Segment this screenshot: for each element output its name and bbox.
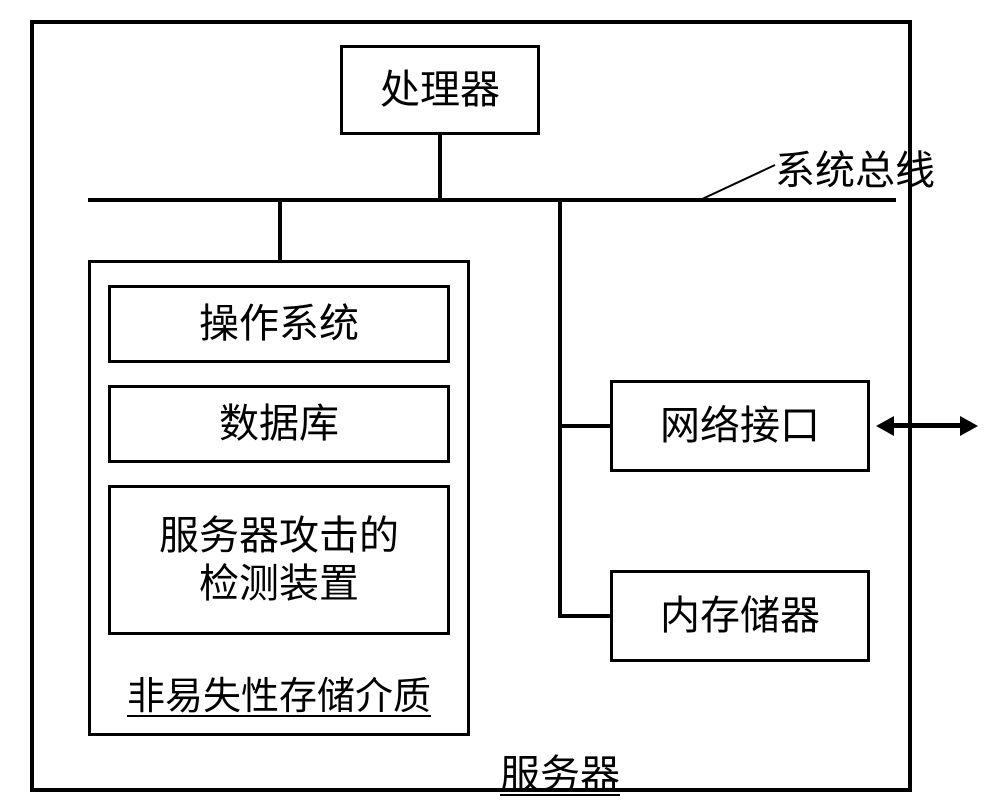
- connector-storage-bus: [278, 200, 282, 260]
- diagram-canvas: 处理器 系统总线 非易失性存储介质 操作系统 数据库 服务器攻击的 检测装置 网…: [0, 0, 1000, 812]
- attack-detect-line1: 服务器攻击的: [159, 512, 399, 560]
- database-label: 数据库: [219, 400, 339, 448]
- processor-label: 处理器: [380, 66, 500, 114]
- connector-proc-bus: [438, 135, 442, 200]
- bus-label: 系统总线: [775, 138, 935, 196]
- double-arrow-shaft: [892, 423, 962, 428]
- attack-detect-line2: 检测装置: [199, 560, 359, 608]
- processor-box: 处理器: [340, 45, 540, 135]
- os-label: 操作系统: [199, 300, 359, 348]
- database-box: 数据库: [108, 385, 450, 463]
- system-bus-line: [88, 198, 896, 202]
- memory-box: 内存储器: [610, 570, 870, 662]
- attack-detect-box: 服务器攻击的 检测装置: [108, 485, 450, 635]
- connector-right-vertical: [558, 200, 562, 618]
- connector-to-netif: [560, 424, 610, 428]
- netif-box: 网络接口: [610, 380, 870, 472]
- os-box: 操作系统: [108, 285, 450, 363]
- storage-label: 非易失性存储介质: [127, 675, 431, 721]
- connector-to-memory: [560, 614, 610, 618]
- netif-label: 网络接口: [660, 402, 820, 450]
- arrow-head-right: [960, 416, 978, 436]
- memory-label: 内存储器: [660, 592, 820, 640]
- server-label: 服务器: [500, 742, 620, 800]
